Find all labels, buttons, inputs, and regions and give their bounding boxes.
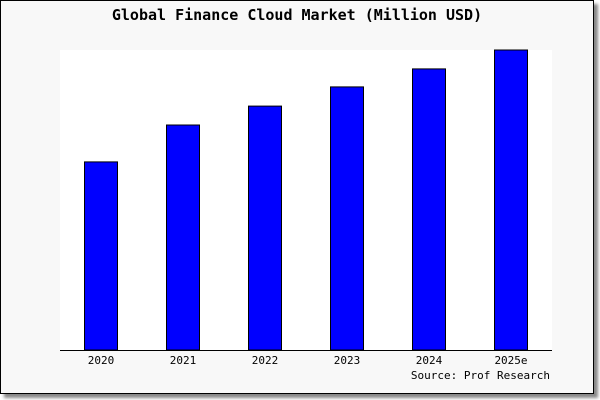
x-tick-label: 2022: [252, 354, 279, 367]
x-tick-label: 2024: [416, 354, 443, 367]
source-note: Source: Prof Research: [411, 369, 550, 382]
bar-2020: [84, 161, 118, 351]
x-tick-label: 2023: [334, 354, 361, 367]
bar-2025e: [494, 49, 528, 351]
bar-2021: [166, 124, 200, 351]
plot-area: [60, 50, 552, 350]
bar-2022: [248, 105, 282, 351]
x-tick-label: 2025e: [494, 354, 527, 367]
x-tick-label: 2021: [170, 354, 197, 367]
bar-2024: [412, 68, 446, 351]
chart-title: Global Finance Cloud Market (Million USD…: [112, 6, 482, 24]
x-tick-label: 2020: [88, 354, 115, 367]
bar-2023: [330, 86, 364, 351]
